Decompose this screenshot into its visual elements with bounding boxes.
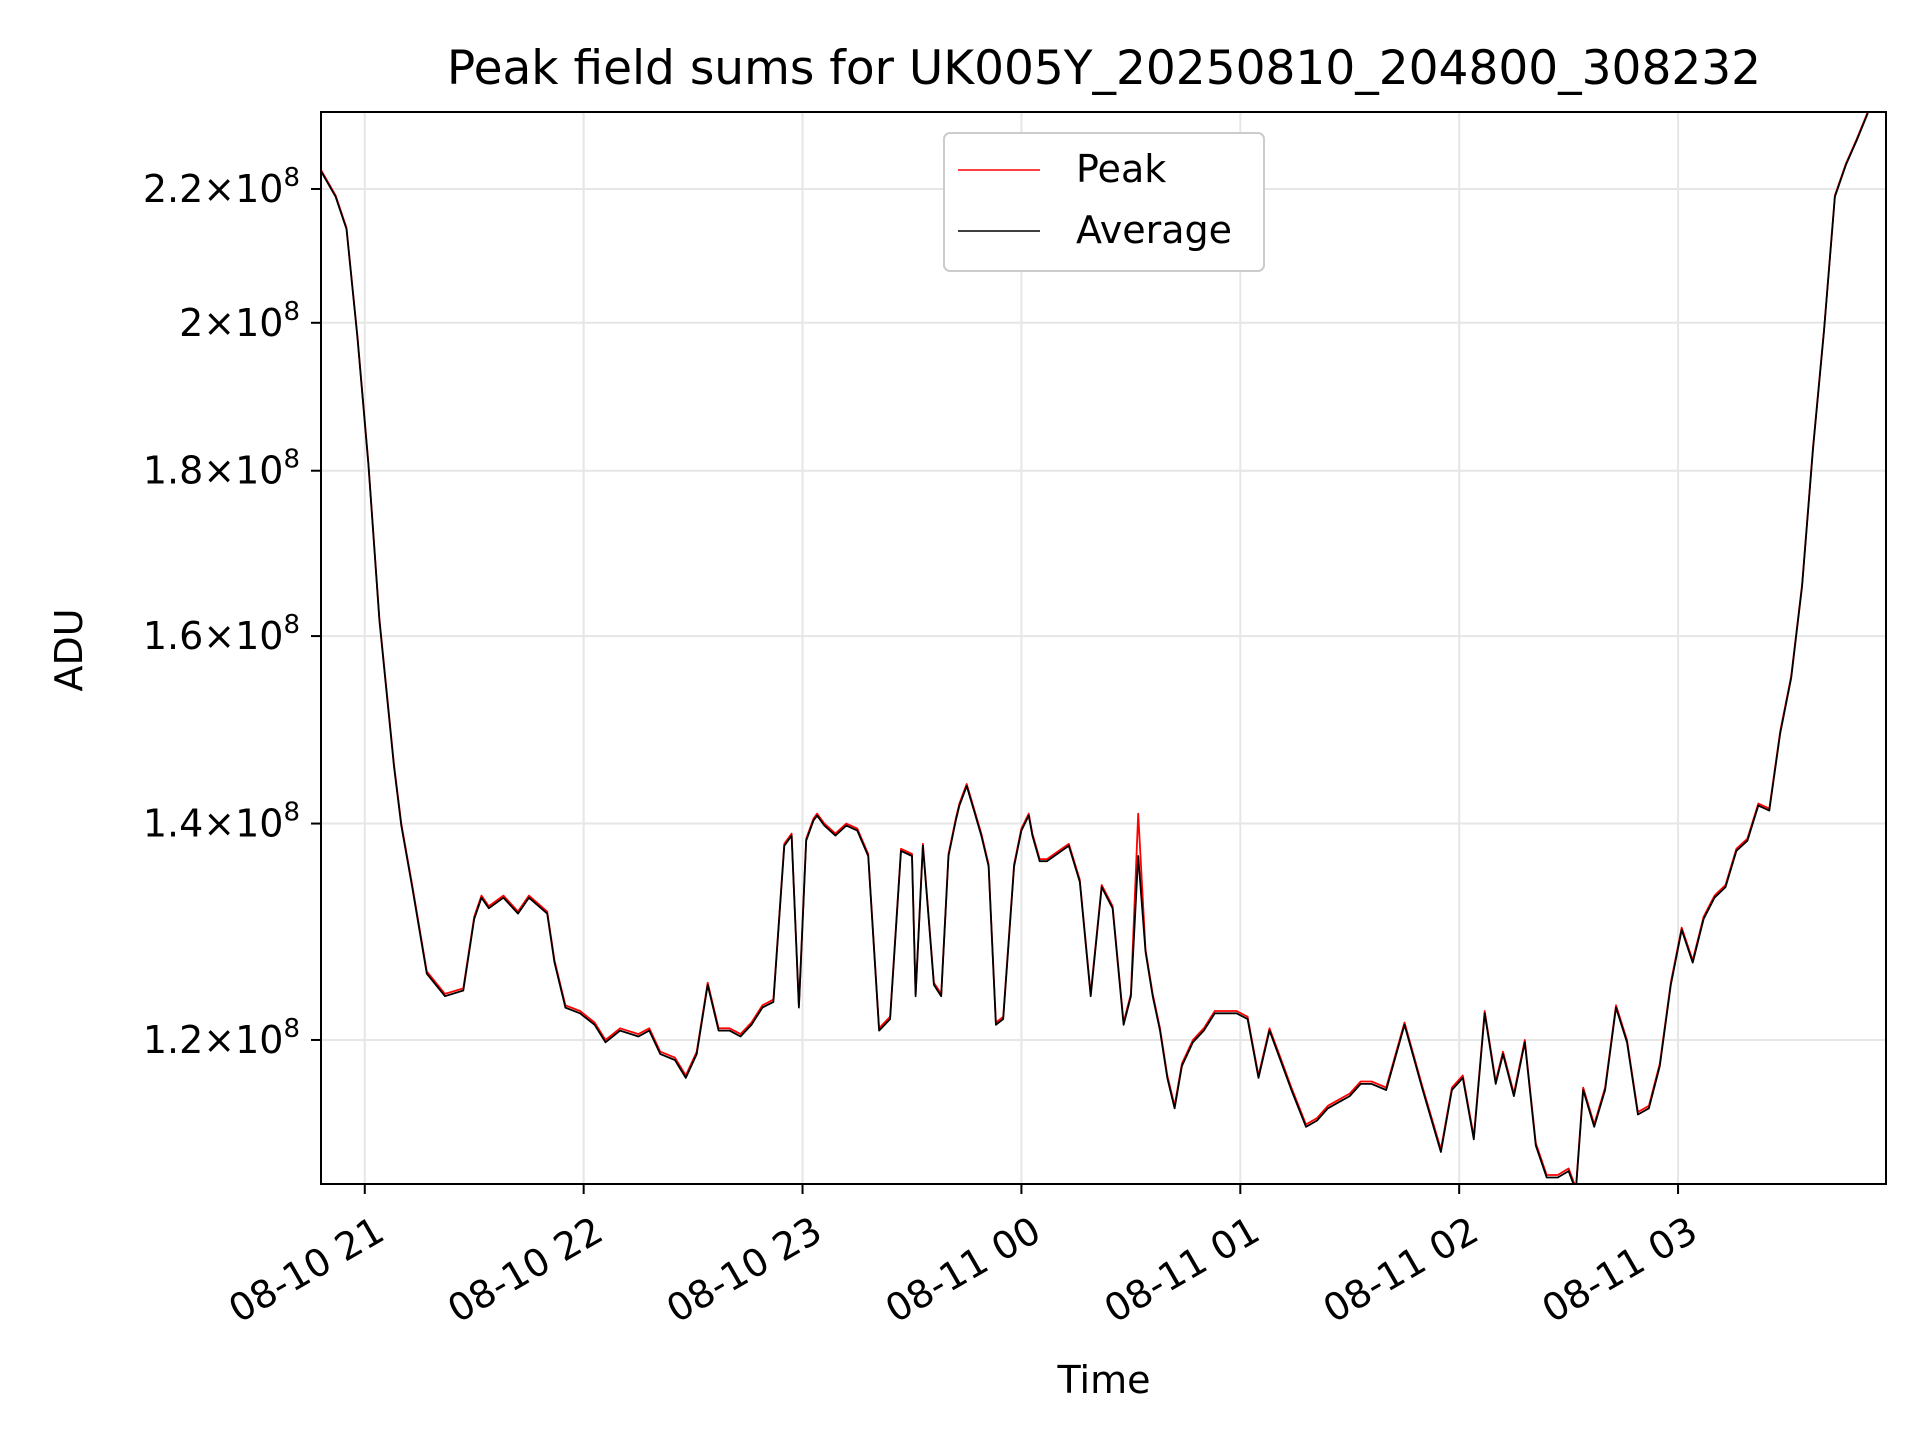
y-tick-label: 2×108 xyxy=(179,297,300,345)
y-tick-label: 1.2×108 xyxy=(143,1014,300,1062)
legend-label-peak: Peak xyxy=(1076,147,1166,191)
y-tick-label: 1.4×108 xyxy=(143,798,300,846)
y-tick-label: 1.6×108 xyxy=(143,610,300,658)
y-tick-label: 1.8×108 xyxy=(143,445,300,493)
grid xyxy=(321,112,1886,1184)
plot-frame xyxy=(320,111,1887,1185)
legend: Peak Average xyxy=(943,132,1265,272)
y-axis-ticks: 1.2×108 1.4×108 1.6×108 1.8×108 2×108 2.2×108 xyxy=(143,163,321,1062)
series-lines xyxy=(321,112,1869,1184)
y-tick-label: 2.2×108 xyxy=(143,163,300,211)
chart-title: Peak field sums for UK005Y_20250810_2048… xyxy=(447,41,1761,96)
y-axis-label: ADU xyxy=(47,608,91,691)
x-axis-label: Time xyxy=(1057,1358,1151,1402)
legend-box xyxy=(943,132,1265,272)
legend-label-average: Average xyxy=(1076,208,1232,252)
series-line-average xyxy=(321,112,1869,1184)
